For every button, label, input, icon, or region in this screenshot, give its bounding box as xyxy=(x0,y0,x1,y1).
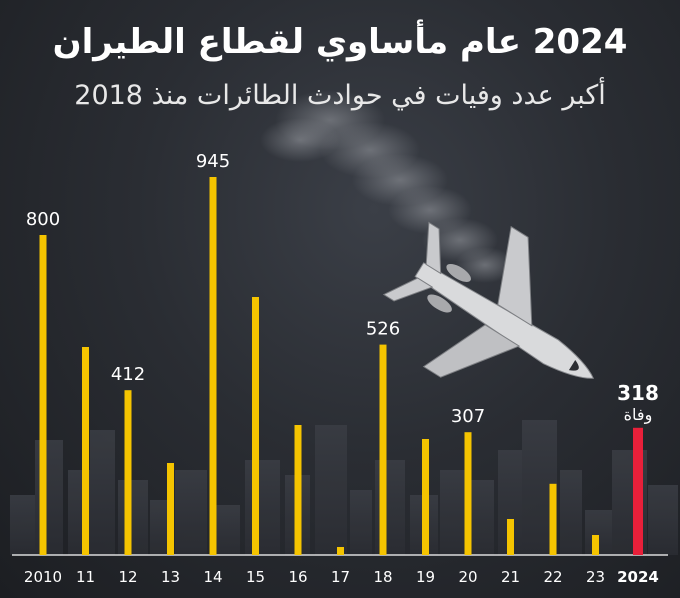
bar-19 xyxy=(422,439,429,555)
bar-16 xyxy=(294,425,302,555)
value-label-2024: 318 xyxy=(617,381,659,405)
chart-title: 2024 عام مأساوي لقطاع الطيران xyxy=(52,22,628,62)
bar-12 xyxy=(124,390,132,555)
tick-label-23: 23 xyxy=(586,568,605,586)
plane-illustration xyxy=(382,221,595,379)
tick-label-11: 11 xyxy=(76,568,95,586)
tick-label-17: 17 xyxy=(331,568,350,586)
value-label-12: 412 xyxy=(111,364,145,385)
bar-21 xyxy=(507,519,514,555)
smoke-trail xyxy=(260,90,515,283)
tick-labels-group: 2010 11 12 13 14 15 16 17 18 19 20 21 22 23 2024 xyxy=(24,568,659,586)
bars-group xyxy=(39,177,643,555)
tick-label-16: 16 xyxy=(288,568,307,586)
tick-label-20: 20 xyxy=(458,568,477,586)
value-label-20: 307 xyxy=(451,406,485,427)
highlight-unit-label: وفاة xyxy=(624,405,653,425)
tick-label-22: 22 xyxy=(543,568,562,586)
tick-label-15: 15 xyxy=(246,568,265,586)
tick-label-19: 19 xyxy=(416,568,435,586)
bar-20 xyxy=(464,432,472,555)
tick-label-12: 12 xyxy=(118,568,137,586)
value-label-18: 526 xyxy=(366,319,400,340)
bar-15 xyxy=(252,297,259,555)
bar-11 xyxy=(82,347,89,555)
tick-label-13: 13 xyxy=(161,568,180,586)
value-label-2010: 800 xyxy=(26,209,60,230)
bar-13 xyxy=(167,463,174,555)
bar-14 xyxy=(209,177,217,555)
bar-17 xyxy=(337,547,344,555)
bar-18 xyxy=(379,344,387,555)
tick-label-18: 18 xyxy=(373,568,392,586)
bar-23 xyxy=(592,535,599,555)
tick-label-2024: 2024 xyxy=(617,568,659,586)
bar-2024 xyxy=(633,427,643,555)
city-skyline xyxy=(10,420,678,555)
chart-subtitle: أكبر عدد وفيات في حوادث الطائرات منذ 201… xyxy=(74,80,606,111)
tick-label-21: 21 xyxy=(501,568,520,586)
bar-22 xyxy=(549,483,557,555)
tick-label-2010: 2010 xyxy=(24,568,62,586)
bar-2010 xyxy=(39,235,47,555)
tick-label-14: 14 xyxy=(203,568,222,586)
value-label-14: 945 xyxy=(196,151,230,172)
